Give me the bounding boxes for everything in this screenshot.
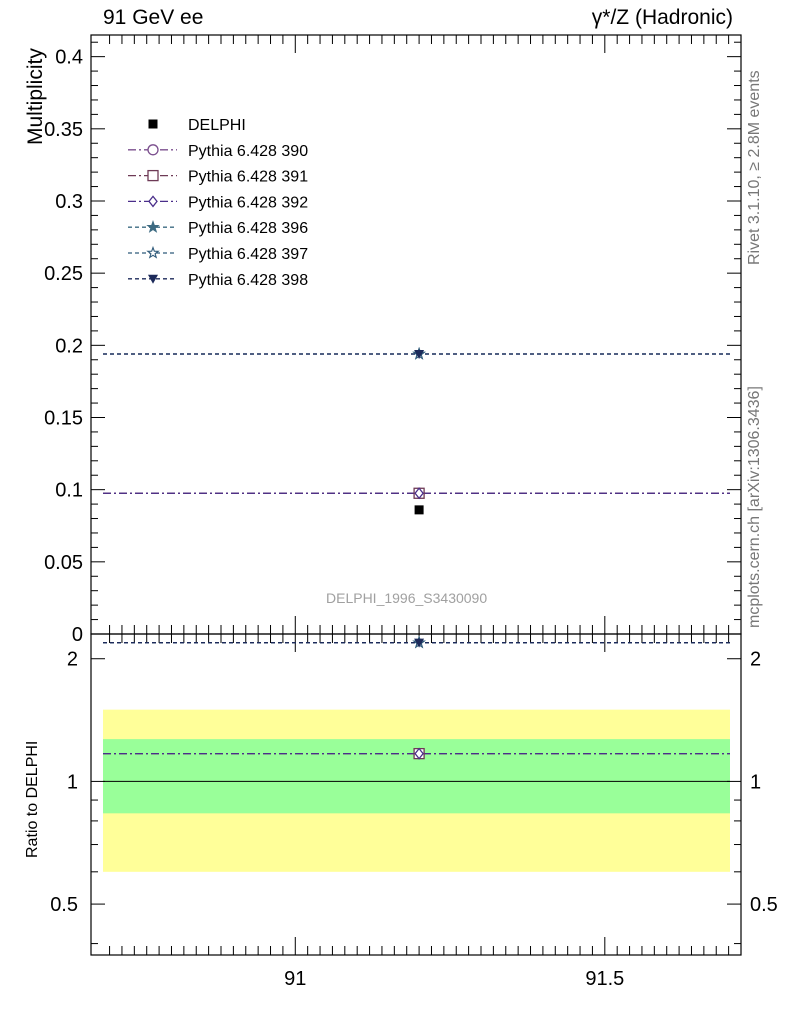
- legend-marker-0-shape: [147, 144, 159, 156]
- y-tick-label: 0.2: [55, 335, 83, 357]
- header-process-label: γ*/Z (Hadronic): [591, 6, 733, 29]
- legend-marker-data: [148, 119, 158, 129]
- y-tick-label: 0.3: [55, 191, 83, 213]
- legend-marker-1-shape: [147, 169, 159, 182]
- header-energy-label: 91 GeV ee: [103, 6, 204, 29]
- legend-marker-5-shape: [148, 274, 158, 284]
- ratio-tick-label-right: 1: [750, 771, 761, 793]
- ratio-marker-2-shape: [414, 747, 424, 760]
- ratio-marker-5: [414, 638, 425, 648]
- mcplots-label: mcplots.cern.ch [arXiv:1306.3436]: [746, 386, 763, 628]
- rivet-version-label: Rivet 3.1.10, ≥ 2.8M events: [746, 70, 763, 265]
- y-axis-label: Multiplicity: [24, 48, 47, 145]
- ratio-plot-frame: [90, 633, 742, 956]
- y-tick-label: 0.4: [55, 47, 83, 69]
- legend-label-2: Pythia 6.428 392: [188, 194, 308, 211]
- legend-label-3: Pythia 6.428 396: [188, 220, 308, 237]
- ratio-tick-label-right: 0.5: [750, 894, 778, 916]
- y-tick-label: 0.15: [44, 407, 83, 429]
- legend-marker-2: [148, 195, 158, 208]
- y-tick-label: 0.1: [55, 480, 83, 502]
- x-tick-label: 91.5: [585, 968, 624, 990]
- legend-marker-4-shape: [146, 245, 160, 259]
- data-point-delphi-shape: [414, 505, 424, 515]
- series-marker-5: [414, 349, 425, 359]
- y-tick-label: 0.25: [44, 263, 83, 285]
- legend-label-1: Pythia 6.428 391: [188, 169, 308, 186]
- legend-marker-data-shape: [148, 119, 158, 129]
- legend-marker-2-shape: [148, 195, 158, 208]
- ratio-tick-label: 0.5: [50, 894, 78, 916]
- legend-marker-1: [147, 169, 159, 182]
- legend-marker-5: [148, 274, 158, 284]
- series-marker-2-shape: [414, 487, 424, 500]
- legend-marker-3-shape: [146, 220, 160, 233]
- ratio-marker-5-shape: [414, 638, 425, 648]
- legend-label-0: Pythia 6.428 390: [188, 143, 308, 160]
- ratio-marker-2: [414, 747, 424, 760]
- y-tick-label: 0.05: [44, 552, 83, 574]
- legend-label-4: Pythia 6.428 397: [188, 246, 308, 263]
- legend-marker-4: [146, 245, 160, 259]
- series-marker-5-shape: [414, 349, 425, 359]
- ratio-tick-label: 1: [67, 771, 78, 793]
- y-tick-label: 0: [72, 624, 83, 646]
- legend-label-5: Pythia 6.428 398: [188, 272, 308, 289]
- y-tick-label: 0.35: [44, 119, 83, 141]
- ratio-axis-label: Ratio to DELPHI: [24, 740, 41, 858]
- ratio-tick-label-right: 2: [750, 649, 761, 671]
- legend-marker-0: [147, 144, 159, 156]
- analysis-watermark: DELPHI_1996_S3430090: [326, 590, 488, 606]
- ratio-tick-label: 2: [67, 649, 78, 671]
- x-tick-label: 91: [284, 968, 306, 990]
- legend-marker-3: [146, 220, 160, 233]
- series-marker-2: [414, 487, 424, 500]
- data-point-delphi: [414, 505, 424, 515]
- legend-label-data: DELPHI: [188, 117, 246, 134]
